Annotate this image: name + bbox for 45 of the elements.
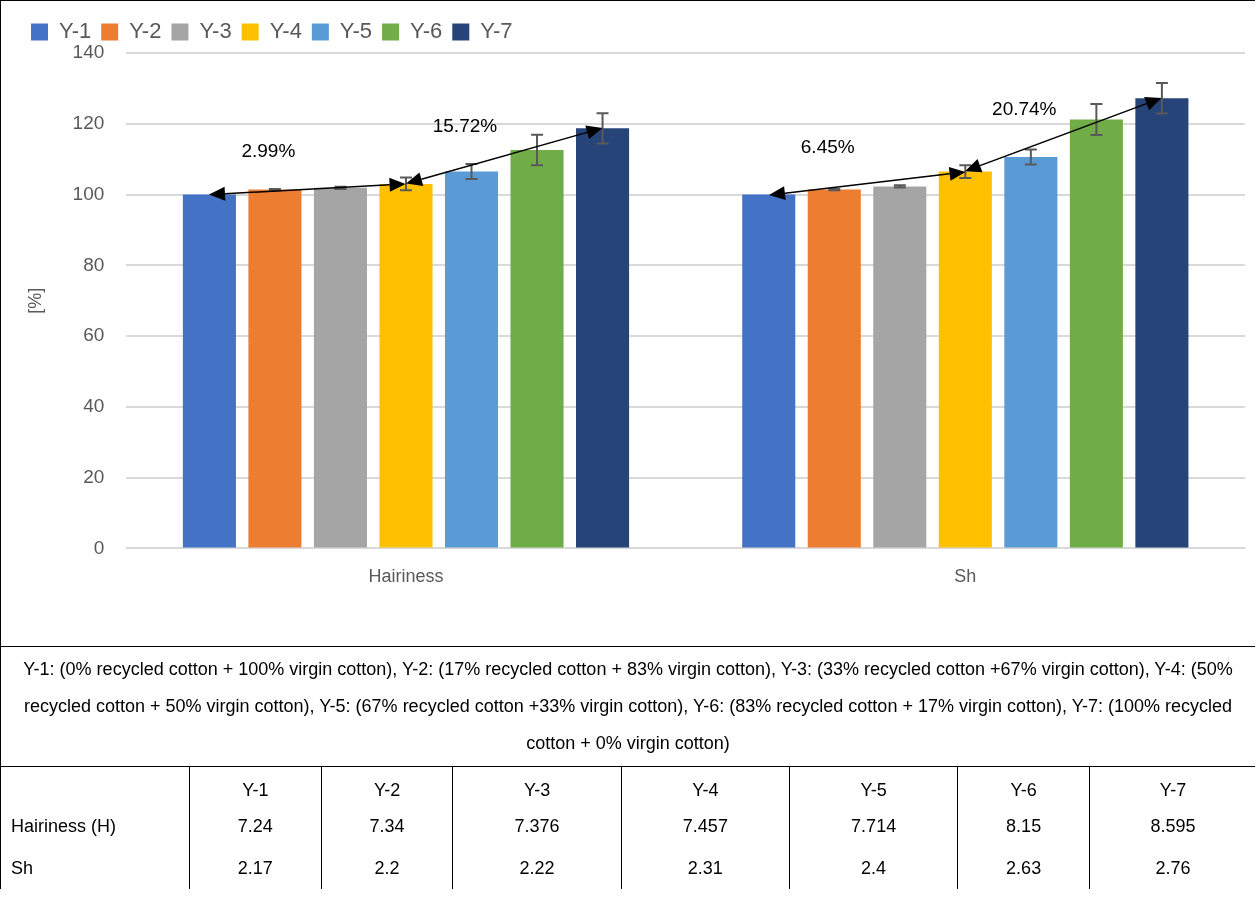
text: 7.34: [321, 805, 453, 847]
legend-label: Y-4: [269, 18, 302, 44]
y-tick-label: 120: [72, 112, 105, 134]
text: 2.31: [621, 847, 790, 889]
text: 7.376: [452, 805, 622, 847]
category-label: Y-1: [189, 767, 322, 805]
category-label: Y-6: [957, 767, 1090, 805]
y-axis-title: [%]: [24, 287, 45, 314]
y-tick-label: 100: [72, 182, 105, 204]
text: Y-1: (0% recycled cotton + 100% virgin cotton), Y-2: (17% recycled cotton + 83% virgin cotton), Y-3: (33% recycled cotton +67% virgin cotton), Y-4: (50% recycled cotton + 50% virgin cotton), Y-5: (67% recycled cotton +33% virgin cotton), Y-6: (83% recycled cotton + 17% virgin cotton), Y-7: (100% recycled cotton + 0% virgin cotton): [1, 646, 1255, 767]
text: 2.4: [789, 847, 958, 889]
category-label: Y-5: [789, 767, 958, 805]
annotation: 6.45%: [800, 135, 855, 157]
legend-label: Y-6: [410, 18, 443, 44]
text: 2.17: [189, 847, 322, 889]
y-tick-label: 40: [83, 395, 105, 417]
category-label: Y-2: [321, 767, 453, 805]
y-tick-label: 80: [83, 253, 105, 275]
annotation: 2.99%: [241, 139, 296, 161]
annotation: 20.74%: [992, 97, 1057, 119]
y-tick-label: 140: [72, 41, 105, 63]
text: Hairiness (H): [0, 805, 190, 847]
category-label: Y-3: [452, 767, 622, 805]
text: 2.2: [321, 847, 453, 889]
x-tick-label: Hairiness: [368, 566, 444, 587]
legend-label: Y-3: [199, 18, 232, 44]
legend-label: Y-7: [480, 18, 513, 44]
text: 2.22: [452, 847, 622, 889]
legend-label: Y-5: [339, 18, 373, 44]
text: 7.24: [189, 805, 322, 847]
text: Sh: [0, 847, 190, 889]
annotation: 15.72%: [432, 115, 498, 137]
text: 2.63: [957, 847, 1090, 889]
text: 2.76: [1089, 847, 1256, 889]
category-label: Y-7: [1089, 767, 1256, 805]
text: 7.714: [789, 805, 958, 847]
y-tick-label: 20: [83, 465, 105, 487]
y-tick-label: 0: [93, 536, 105, 558]
text: 8.15: [957, 805, 1090, 847]
y-tick-label: 60: [83, 324, 105, 346]
legend-label: Y-2: [129, 18, 162, 44]
category-label: Y-4: [621, 767, 790, 805]
text: 8.595: [1089, 805, 1256, 847]
legend-label: Y-1: [59, 18, 92, 44]
text: 7.457: [621, 805, 790, 847]
